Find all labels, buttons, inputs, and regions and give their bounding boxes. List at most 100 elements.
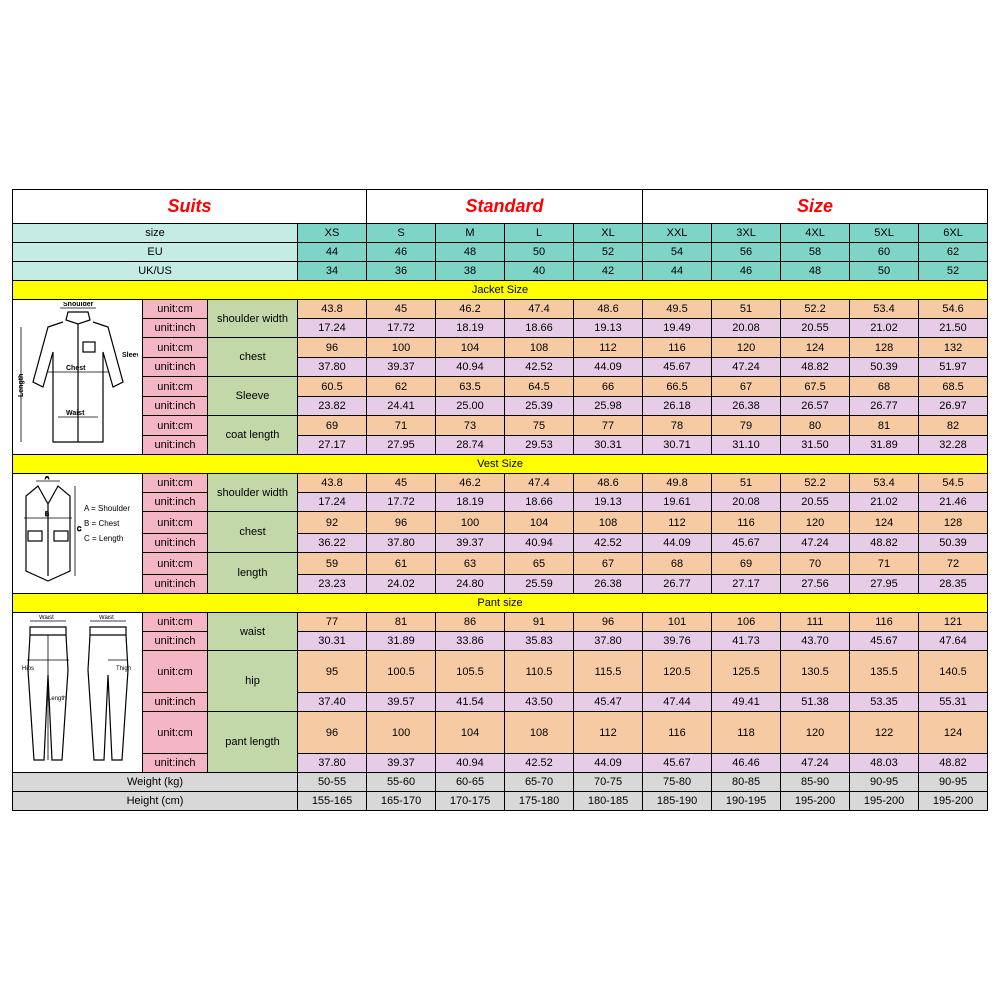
- value-cell: 27.95: [367, 436, 436, 455]
- measure-label: waist: [208, 613, 298, 651]
- value-cell: 68.5: [919, 377, 988, 397]
- jacket-row: unit:inch17.2417.7218.1918.6619.1319.492…: [13, 319, 988, 338]
- size-5xl: 5XL: [850, 224, 919, 243]
- value-cell: 24.80: [436, 575, 505, 594]
- value-cell: 64.5: [505, 377, 574, 397]
- measure-label: length: [208, 553, 298, 594]
- size-table: Suits Standard Size size XS S M L XL XXL…: [12, 189, 988, 811]
- svg-text:B = Chest: B = Chest: [84, 519, 120, 528]
- jacket-row: Shoulder Chest Sleeve Length Waist unit:…: [13, 300, 988, 319]
- value-cell: 37.80: [298, 358, 367, 377]
- measure-label: Sleeve: [208, 377, 298, 416]
- value-cell: 185-190: [643, 792, 712, 811]
- value-cell: 108: [505, 712, 574, 754]
- value-cell: 30.71: [643, 436, 712, 455]
- value-cell: 124: [919, 712, 988, 754]
- size-4xl: 4XL: [781, 224, 850, 243]
- measure-label: pant length: [208, 712, 298, 773]
- footer-label: Weight (kg): [13, 773, 298, 792]
- value-cell: 62: [367, 377, 436, 397]
- value-cell: 24.02: [367, 575, 436, 594]
- value-cell: 66: [574, 377, 643, 397]
- unit-label: unit:inch: [143, 358, 208, 377]
- unit-label: unit:cm: [143, 651, 208, 693]
- unit-label: unit:inch: [143, 319, 208, 338]
- value-cell: 100: [436, 512, 505, 534]
- value-cell: 195-200: [781, 792, 850, 811]
- value-cell: 41.54: [436, 693, 505, 712]
- value-cell: 27.17: [712, 575, 781, 594]
- value-cell: 75-80: [643, 773, 712, 792]
- value-cell: 70: [781, 553, 850, 575]
- value-cell: 135.5: [850, 651, 919, 693]
- value-cell: 190-195: [712, 792, 781, 811]
- value-cell: 30.31: [574, 436, 643, 455]
- pant-row: unit:inch30.3131.8933.8635.8337.8039.764…: [13, 632, 988, 651]
- value-cell: 50.39: [919, 534, 988, 553]
- value-cell: 37.40: [298, 693, 367, 712]
- header-sizes: size XS S M L XL XXL 3XL 4XL 5XL 6XL: [13, 224, 988, 243]
- value-cell: 46.2: [436, 474, 505, 493]
- value-cell: 46.46: [712, 754, 781, 773]
- value-cell: 61: [367, 553, 436, 575]
- value-cell: 52.2: [781, 474, 850, 493]
- value-cell: 40.94: [436, 358, 505, 377]
- value-cell: 75: [505, 416, 574, 436]
- value-cell: 128: [919, 512, 988, 534]
- size-xs: XS: [298, 224, 367, 243]
- svg-text:Hips: Hips: [22, 666, 34, 672]
- value-cell: 47.24: [781, 534, 850, 553]
- footer-row: Height (cm)155-165165-170170-175175-1801…: [13, 792, 988, 811]
- value-cell: 60.5: [298, 377, 367, 397]
- value-cell: 112: [574, 712, 643, 754]
- value-cell: 44.09: [574, 358, 643, 377]
- measure-label: chest: [208, 512, 298, 553]
- value-cell: 37.80: [298, 754, 367, 773]
- value-cell: 115.5: [574, 651, 643, 693]
- value-cell: 20.55: [781, 319, 850, 338]
- value-cell: 95: [298, 651, 367, 693]
- value-cell: 65-70: [505, 773, 574, 792]
- value-cell: 80: [781, 416, 850, 436]
- size-label: size: [13, 224, 298, 243]
- jacket-row: unit:inch37.8039.3740.9442.5244.0945.674…: [13, 358, 988, 377]
- size-6xl: 6XL: [919, 224, 988, 243]
- value-cell: 122: [850, 712, 919, 754]
- value-cell: 33.86: [436, 632, 505, 651]
- title-standard: Standard: [367, 190, 643, 224]
- value-cell: 26.18: [643, 397, 712, 416]
- footer-row: Weight (kg)50-5555-6060-6565-7070-7575-8…: [13, 773, 988, 792]
- value-cell: 52.2: [781, 300, 850, 319]
- measure-label: coat length: [208, 416, 298, 455]
- value-cell: 25.59: [505, 575, 574, 594]
- value-cell: 39.37: [367, 358, 436, 377]
- value-cell: 108: [574, 512, 643, 534]
- vest-row: unit:cmlength59616365676869707172: [13, 553, 988, 575]
- value-cell: 79: [712, 416, 781, 436]
- header-ukus: UK/US 3436 3840 4244 4648 5052: [13, 262, 988, 281]
- value-cell: 40.94: [505, 534, 574, 553]
- value-cell: 100: [367, 338, 436, 358]
- ukus-label: UK/US: [13, 262, 298, 281]
- measure-label: shoulder width: [208, 474, 298, 512]
- value-cell: 42.52: [505, 754, 574, 773]
- value-cell: 42.52: [505, 358, 574, 377]
- value-cell: 124: [850, 512, 919, 534]
- pant-row: unit:cmhip95100.5105.5110.5115.5120.5125…: [13, 651, 988, 693]
- value-cell: 42.52: [574, 534, 643, 553]
- value-cell: 43.8: [298, 474, 367, 493]
- value-cell: 19.13: [574, 319, 643, 338]
- value-cell: 111: [781, 613, 850, 632]
- value-cell: 28.35: [919, 575, 988, 594]
- value-cell: 81: [850, 416, 919, 436]
- value-cell: 71: [850, 553, 919, 575]
- vest-row: A B C A = Shoulder B = Chest C = Length …: [13, 474, 988, 493]
- vest-row: unit:inch17.2417.7218.1918.6619.1319.612…: [13, 493, 988, 512]
- unit-label: unit:cm: [143, 300, 208, 319]
- header-eu: EU 4446 4850 5254 5658 6062: [13, 243, 988, 262]
- value-cell: 48.03: [850, 754, 919, 773]
- value-cell: 116: [643, 712, 712, 754]
- value-cell: 41.73: [712, 632, 781, 651]
- value-cell: 49.41: [712, 693, 781, 712]
- value-cell: 90-95: [850, 773, 919, 792]
